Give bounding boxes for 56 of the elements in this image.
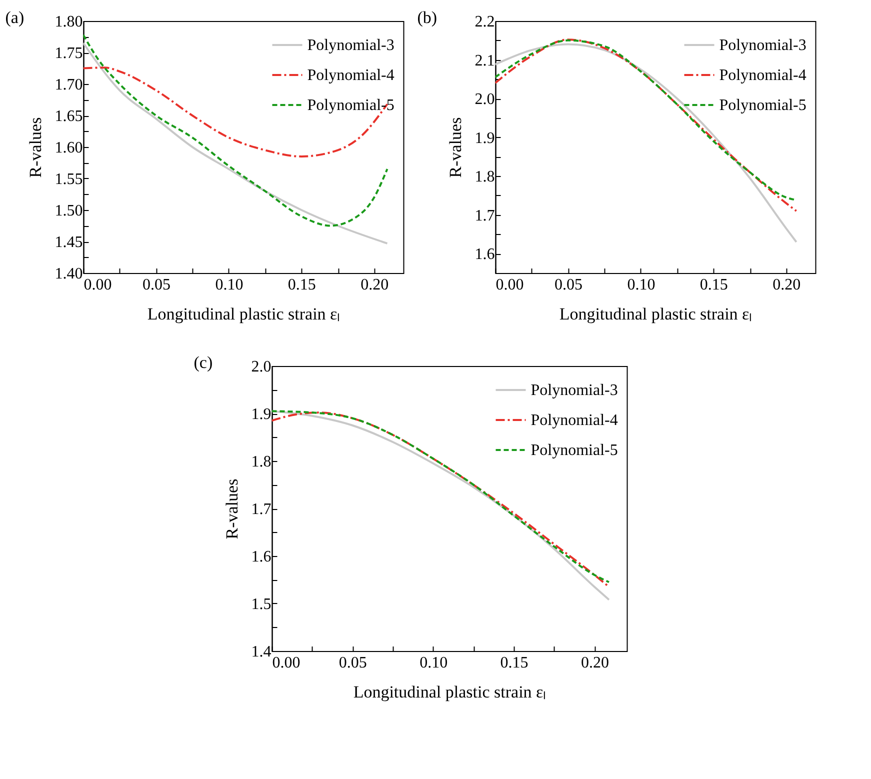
x-tick-label: 0.10	[215, 276, 244, 294]
x-tick-label: 0.00	[496, 276, 524, 294]
y-tick-label: 1.7	[474, 207, 495, 224]
y-axis-title: R-values	[446, 117, 465, 178]
y-tick-label: 1.40	[54, 266, 83, 282]
x-tick-label: 0.05	[142, 276, 170, 294]
x-tick-label: 0.20	[360, 276, 389, 294]
x-axis-title: Longitudinal plastic strain εₗ	[147, 304, 340, 324]
y-tick-label: 1.6	[474, 246, 495, 264]
y-tick-label: 1.60	[54, 140, 83, 156]
y-tick-label: 1.75	[54, 45, 83, 62]
legend-label: Polynomial-3	[530, 382, 618, 399]
chart-title: (c)	[194, 353, 213, 372]
y-tick-label: 2.2	[474, 14, 495, 30]
y-tick-label: 1.4	[251, 644, 272, 660]
y-tick-label: 1.80	[54, 14, 83, 30]
y-axis-title: R-values	[26, 117, 45, 178]
x-tick-label: 0.20	[580, 654, 609, 672]
x-tick-label: 0.05	[554, 276, 582, 294]
x-tick-label: 0.20	[772, 276, 801, 294]
y-axis-title: R-values	[222, 478, 242, 540]
y-tick-label: 1.5	[251, 596, 272, 613]
x-tick-label: 0.15	[500, 654, 528, 672]
x-tick-label: 0.00	[84, 276, 112, 294]
x-tick-label: 0.15	[288, 276, 316, 294]
y-tick-label: 1.70	[54, 76, 83, 94]
legend-label: Polynomial-5	[530, 442, 618, 459]
legend-label: Polynomial-4	[530, 412, 618, 429]
y-tick-label: 1.6	[251, 548, 272, 566]
legend-label: Polynomial-4	[307, 67, 394, 84]
legend-label: Polynomial-4	[719, 67, 806, 84]
y-tick-label: 1.45	[54, 234, 83, 251]
y-tick-label: 2.1	[474, 52, 495, 70]
x-tick-label: 0.15	[700, 276, 728, 294]
chart-title: (a)	[5, 8, 24, 27]
y-tick-label: 2.0	[251, 358, 272, 376]
y-tick-label: 1.8	[251, 454, 272, 470]
x-tick-label: 0.10	[627, 276, 656, 294]
x-tick-label: 0.05	[338, 654, 367, 672]
chart-title: (b)	[417, 8, 438, 27]
y-tick-label: 1.9	[251, 406, 272, 423]
x-axis-title: Longitudinal plastic strain εₗ	[559, 304, 752, 324]
legend-label: Polynomial-3	[719, 37, 806, 54]
y-tick-label: 1.55	[54, 171, 83, 188]
y-tick-label: 2.0	[474, 91, 495, 108]
y-tick-label: 1.7	[251, 501, 272, 518]
legend-label: Polynomial-3	[307, 37, 394, 54]
y-tick-label: 1.65	[54, 108, 83, 125]
x-tick-label: 0.10	[420, 654, 448, 672]
y-tick-label: 1.50	[54, 202, 83, 220]
y-tick-label: 1.8	[474, 168, 495, 186]
x-tick-label: 0.00	[272, 654, 300, 672]
legend-label: Polynomial-5	[307, 97, 394, 114]
x-axis-title: Longitudinal plastic strain εₗ	[353, 682, 546, 702]
y-tick-label: 1.9	[474, 130, 495, 147]
legend-label: Polynomial-5	[719, 97, 806, 114]
